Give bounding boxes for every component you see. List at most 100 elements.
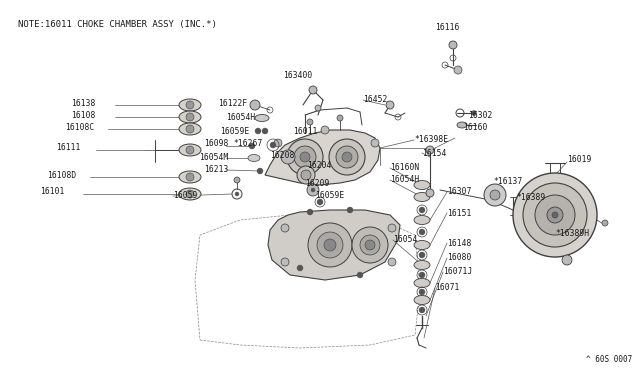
Ellipse shape bbox=[248, 154, 260, 161]
Circle shape bbox=[352, 227, 388, 263]
Text: *16267: *16267 bbox=[233, 140, 262, 148]
Circle shape bbox=[357, 272, 363, 278]
Text: 16080: 16080 bbox=[447, 253, 472, 263]
Circle shape bbox=[547, 207, 563, 223]
Circle shape bbox=[388, 224, 396, 232]
Circle shape bbox=[419, 289, 425, 295]
Circle shape bbox=[535, 195, 575, 235]
Circle shape bbox=[294, 146, 316, 168]
Text: 16302: 16302 bbox=[468, 110, 492, 119]
Circle shape bbox=[523, 183, 587, 247]
Ellipse shape bbox=[179, 171, 201, 183]
Circle shape bbox=[186, 113, 194, 121]
Circle shape bbox=[337, 115, 343, 121]
Text: ^ 60S 0007: ^ 60S 0007 bbox=[586, 355, 632, 364]
Text: 16059: 16059 bbox=[173, 192, 197, 201]
Text: 16151: 16151 bbox=[447, 208, 472, 218]
Text: 16160N: 16160N bbox=[390, 164, 419, 173]
Circle shape bbox=[307, 209, 313, 215]
Circle shape bbox=[419, 207, 425, 213]
Ellipse shape bbox=[414, 241, 430, 250]
Text: 163400: 163400 bbox=[283, 71, 312, 80]
Text: 16019: 16019 bbox=[567, 155, 591, 164]
Text: 16452: 16452 bbox=[363, 96, 387, 105]
Ellipse shape bbox=[414, 180, 430, 189]
Circle shape bbox=[484, 184, 506, 206]
Text: 16154: 16154 bbox=[422, 148, 446, 157]
Ellipse shape bbox=[457, 122, 467, 128]
Ellipse shape bbox=[414, 279, 430, 288]
Circle shape bbox=[234, 177, 240, 183]
Text: *16389H: *16389H bbox=[555, 228, 589, 237]
Circle shape bbox=[321, 126, 329, 134]
Ellipse shape bbox=[179, 99, 201, 111]
Circle shape bbox=[472, 110, 477, 115]
Circle shape bbox=[426, 189, 434, 197]
Text: 16108: 16108 bbox=[71, 110, 95, 119]
Circle shape bbox=[311, 188, 315, 192]
Circle shape bbox=[342, 152, 352, 162]
Circle shape bbox=[281, 258, 289, 266]
Text: 16111: 16111 bbox=[56, 144, 81, 153]
Circle shape bbox=[307, 119, 313, 125]
Polygon shape bbox=[265, 130, 380, 185]
Circle shape bbox=[371, 139, 379, 147]
Circle shape bbox=[281, 224, 289, 232]
Circle shape bbox=[419, 307, 425, 313]
Circle shape bbox=[454, 66, 462, 74]
Circle shape bbox=[449, 41, 457, 49]
Circle shape bbox=[274, 139, 282, 147]
Text: *16398E: *16398E bbox=[414, 135, 448, 144]
Circle shape bbox=[365, 240, 375, 250]
Circle shape bbox=[249, 143, 255, 149]
Ellipse shape bbox=[414, 215, 430, 224]
Circle shape bbox=[419, 252, 425, 258]
Ellipse shape bbox=[179, 188, 201, 200]
Circle shape bbox=[297, 265, 303, 271]
Circle shape bbox=[317, 232, 343, 258]
Ellipse shape bbox=[179, 123, 201, 135]
Circle shape bbox=[336, 146, 358, 168]
Text: NOTE:16011 CHOKE CHAMBER ASSY (INC.*): NOTE:16011 CHOKE CHAMBER ASSY (INC.*) bbox=[18, 20, 217, 29]
Text: *16137: *16137 bbox=[493, 177, 522, 186]
Circle shape bbox=[426, 146, 434, 154]
Circle shape bbox=[419, 229, 425, 235]
Text: 16116: 16116 bbox=[435, 23, 460, 32]
Text: 16059E: 16059E bbox=[315, 192, 344, 201]
Text: 16054H: 16054H bbox=[390, 176, 419, 185]
Circle shape bbox=[347, 207, 353, 213]
Text: 16160: 16160 bbox=[463, 122, 488, 131]
Circle shape bbox=[309, 86, 317, 94]
Circle shape bbox=[255, 128, 261, 134]
Ellipse shape bbox=[414, 260, 430, 269]
Circle shape bbox=[257, 168, 263, 174]
Circle shape bbox=[250, 100, 260, 110]
Circle shape bbox=[262, 128, 268, 134]
Text: 16054H: 16054H bbox=[226, 112, 255, 122]
Circle shape bbox=[360, 235, 380, 255]
Text: 16138: 16138 bbox=[71, 99, 95, 108]
Circle shape bbox=[297, 166, 315, 184]
Text: 16209: 16209 bbox=[305, 179, 330, 187]
Circle shape bbox=[388, 258, 396, 266]
Ellipse shape bbox=[414, 295, 430, 305]
Circle shape bbox=[186, 101, 194, 109]
Circle shape bbox=[490, 190, 500, 200]
Circle shape bbox=[513, 173, 597, 257]
Ellipse shape bbox=[255, 115, 269, 122]
Circle shape bbox=[186, 190, 194, 198]
Circle shape bbox=[386, 101, 394, 109]
Polygon shape bbox=[268, 210, 400, 280]
Text: *16389: *16389 bbox=[516, 192, 545, 202]
Circle shape bbox=[602, 220, 608, 226]
Text: 16101: 16101 bbox=[40, 187, 65, 196]
Ellipse shape bbox=[179, 144, 201, 156]
Text: 16071: 16071 bbox=[435, 283, 460, 292]
Text: 16108C: 16108C bbox=[65, 122, 94, 131]
Circle shape bbox=[287, 139, 323, 175]
Circle shape bbox=[419, 272, 425, 278]
Circle shape bbox=[235, 192, 239, 196]
Text: 16122F: 16122F bbox=[218, 99, 247, 108]
Circle shape bbox=[324, 239, 336, 251]
Text: 16054: 16054 bbox=[393, 235, 417, 244]
